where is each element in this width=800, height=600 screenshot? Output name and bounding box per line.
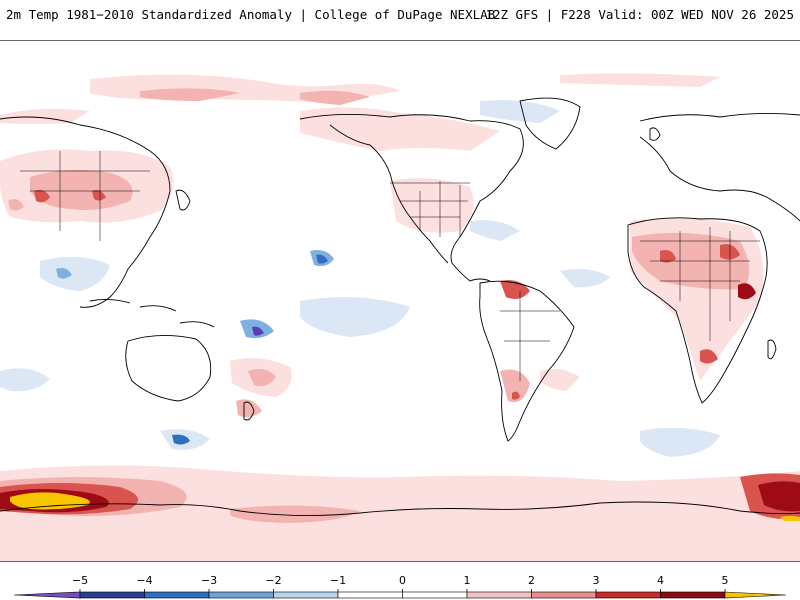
south-america-anomaly (500, 280, 580, 403)
legend-bin-11 (724, 591, 787, 599)
color-legend: −5 −4 −3 −2 −1 0 1 2 3 4 5 (0, 566, 800, 600)
legend-bin-2 (144, 591, 210, 599)
legend-bin-5 (337, 591, 403, 599)
legend-bin-6 (402, 591, 468, 599)
legend-svg: −5 −4 −3 −2 −1 0 1 2 3 4 5 (13, 574, 787, 599)
map-title: 2m Temp 1981−2010 Standardized Anomaly |… (6, 7, 496, 22)
legend-tick-label: 2 (528, 574, 535, 587)
legend-bin-0 (13, 591, 81, 599)
arctic-warm-band (0, 73, 720, 124)
north-america-anomaly (300, 100, 560, 241)
legend-bin-1 (79, 591, 145, 599)
political-borders (20, 151, 760, 381)
asia-warm-region (0, 149, 174, 223)
legend-bin-10 (660, 591, 726, 599)
australia-anomaly (230, 358, 292, 418)
legend-tick-label: 0 (399, 574, 406, 587)
anomaly-map (0, 40, 800, 562)
legend-bin-8 (531, 591, 597, 599)
legend-bin-9 (595, 591, 661, 599)
legend-tick-label: 5 (722, 574, 729, 587)
model-run-info: 12Z GFS | F228 Valid: 00Z WED NOV 26 202… (485, 7, 794, 22)
legend-bin-3 (208, 591, 274, 599)
legend-tick-label: −5 (72, 574, 88, 587)
legend-tick-label: 4 (657, 574, 664, 587)
legend-tick-label: −2 (265, 574, 281, 587)
header: 2m Temp 1981−2010 Standardized Anomaly |… (0, 0, 800, 30)
map-svg (0, 41, 800, 561)
legend-tick-label: −1 (330, 574, 346, 587)
antarctic-warm-band (0, 465, 800, 561)
legend-tick-label: −4 (136, 574, 152, 587)
legend-bin-4 (273, 591, 339, 599)
legend-tick-label: −3 (201, 574, 217, 587)
legend-tick-label: 1 (464, 574, 471, 587)
cold-anomalies (0, 250, 720, 457)
coastlines (0, 97, 800, 517)
legend-bin-7 (466, 591, 532, 599)
legend-tick-label: 3 (593, 574, 600, 587)
